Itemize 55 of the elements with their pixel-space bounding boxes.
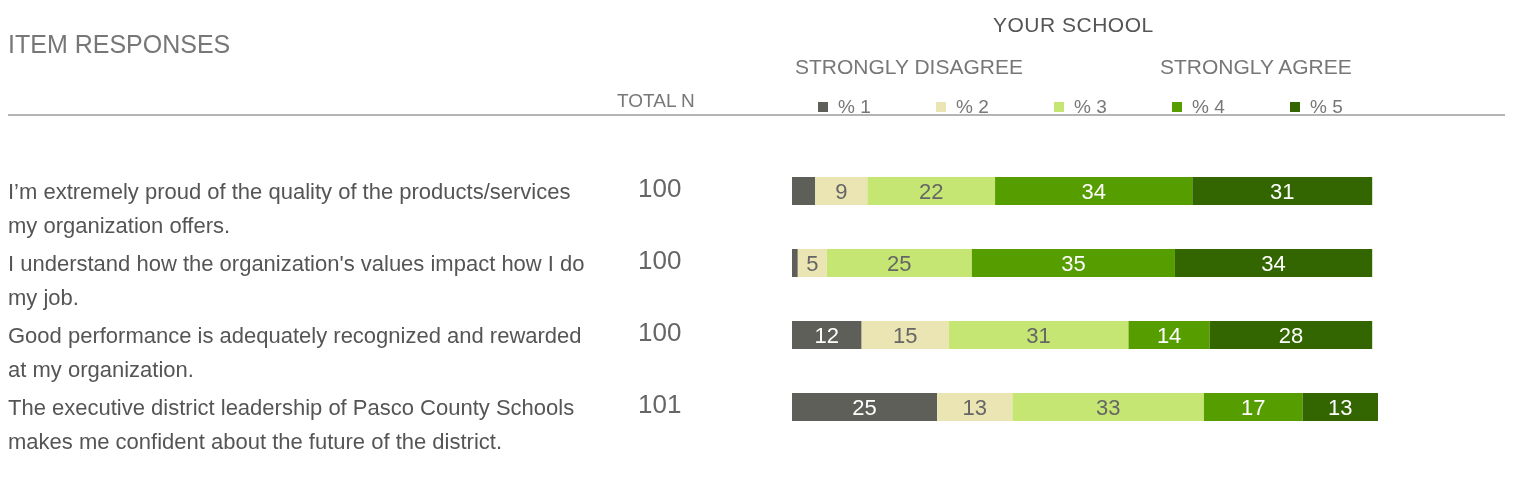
bar [867, 177, 996, 205]
y-tick-label: I’m extremely proud of the quality of the products/services my organization offers. [8, 179, 571, 238]
data-label: 9 [835, 178, 848, 204]
y-tick-label: Good performance is adequately recognized and rewarded at my organization. [8, 323, 582, 382]
bar [792, 321, 862, 349]
legend-label: % 5 [1309, 96, 1344, 118]
legend-label: % 1 [837, 96, 872, 118]
text: 100 [638, 244, 682, 275]
legend-label: % 2 [955, 96, 990, 118]
data-label: 13 [1328, 394, 1353, 420]
data-label: 5 [806, 250, 819, 276]
text: TOTAL N [617, 90, 695, 112]
data-label: 31 [1270, 178, 1295, 204]
text: 100 [638, 172, 682, 203]
data-label: 25 [887, 250, 912, 276]
text: 100 [638, 316, 682, 347]
data-label: 25 [852, 394, 877, 420]
legend-label: % 3 [1073, 96, 1108, 118]
bar [948, 321, 1129, 349]
bar [792, 177, 816, 205]
bar [815, 177, 868, 205]
data-label: 14 [1156, 322, 1182, 348]
data-label: 31 [1026, 322, 1051, 348]
data-label: 17 [1241, 394, 1266, 420]
data-label: 22 [919, 178, 944, 204]
y-tick-label: The executive district leadership of Pasco County Schools makes me confident about the future of the district. [8, 395, 575, 454]
data-label: 34 [1081, 178, 1106, 204]
bar [861, 321, 949, 349]
text: ITEM RESPONSES [8, 30, 231, 59]
legend-title: YOUR SCHOOL [993, 13, 1154, 37]
bar [937, 393, 1013, 421]
text: 101 [638, 388, 682, 419]
bar [826, 249, 972, 277]
bar [1209, 321, 1373, 349]
text: STRONGLY DISAGREE [795, 55, 1023, 79]
bar [971, 249, 1175, 277]
bar [792, 249, 798, 277]
data-label: 13 [962, 394, 987, 420]
data-label: 34 [1261, 250, 1286, 276]
data-label: 35 [1061, 250, 1086, 276]
data-label: 15 [892, 322, 918, 348]
legend-label: % 4 [1191, 96, 1226, 118]
bar [1192, 177, 1373, 205]
bar [1302, 393, 1378, 421]
y-tick-label: I understand how the organization's values impact how I do my job. [8, 251, 585, 310]
data-label: 12 [814, 322, 840, 348]
bar [1012, 393, 1204, 421]
bar [1203, 393, 1303, 421]
text: STRONGLY AGREE [1160, 55, 1352, 79]
data-label: 28 [1278, 322, 1304, 348]
bar [1174, 249, 1373, 277]
bar [792, 393, 938, 421]
data-label: 33 [1095, 394, 1121, 420]
bar [1128, 321, 1210, 349]
bar [995, 177, 1193, 205]
